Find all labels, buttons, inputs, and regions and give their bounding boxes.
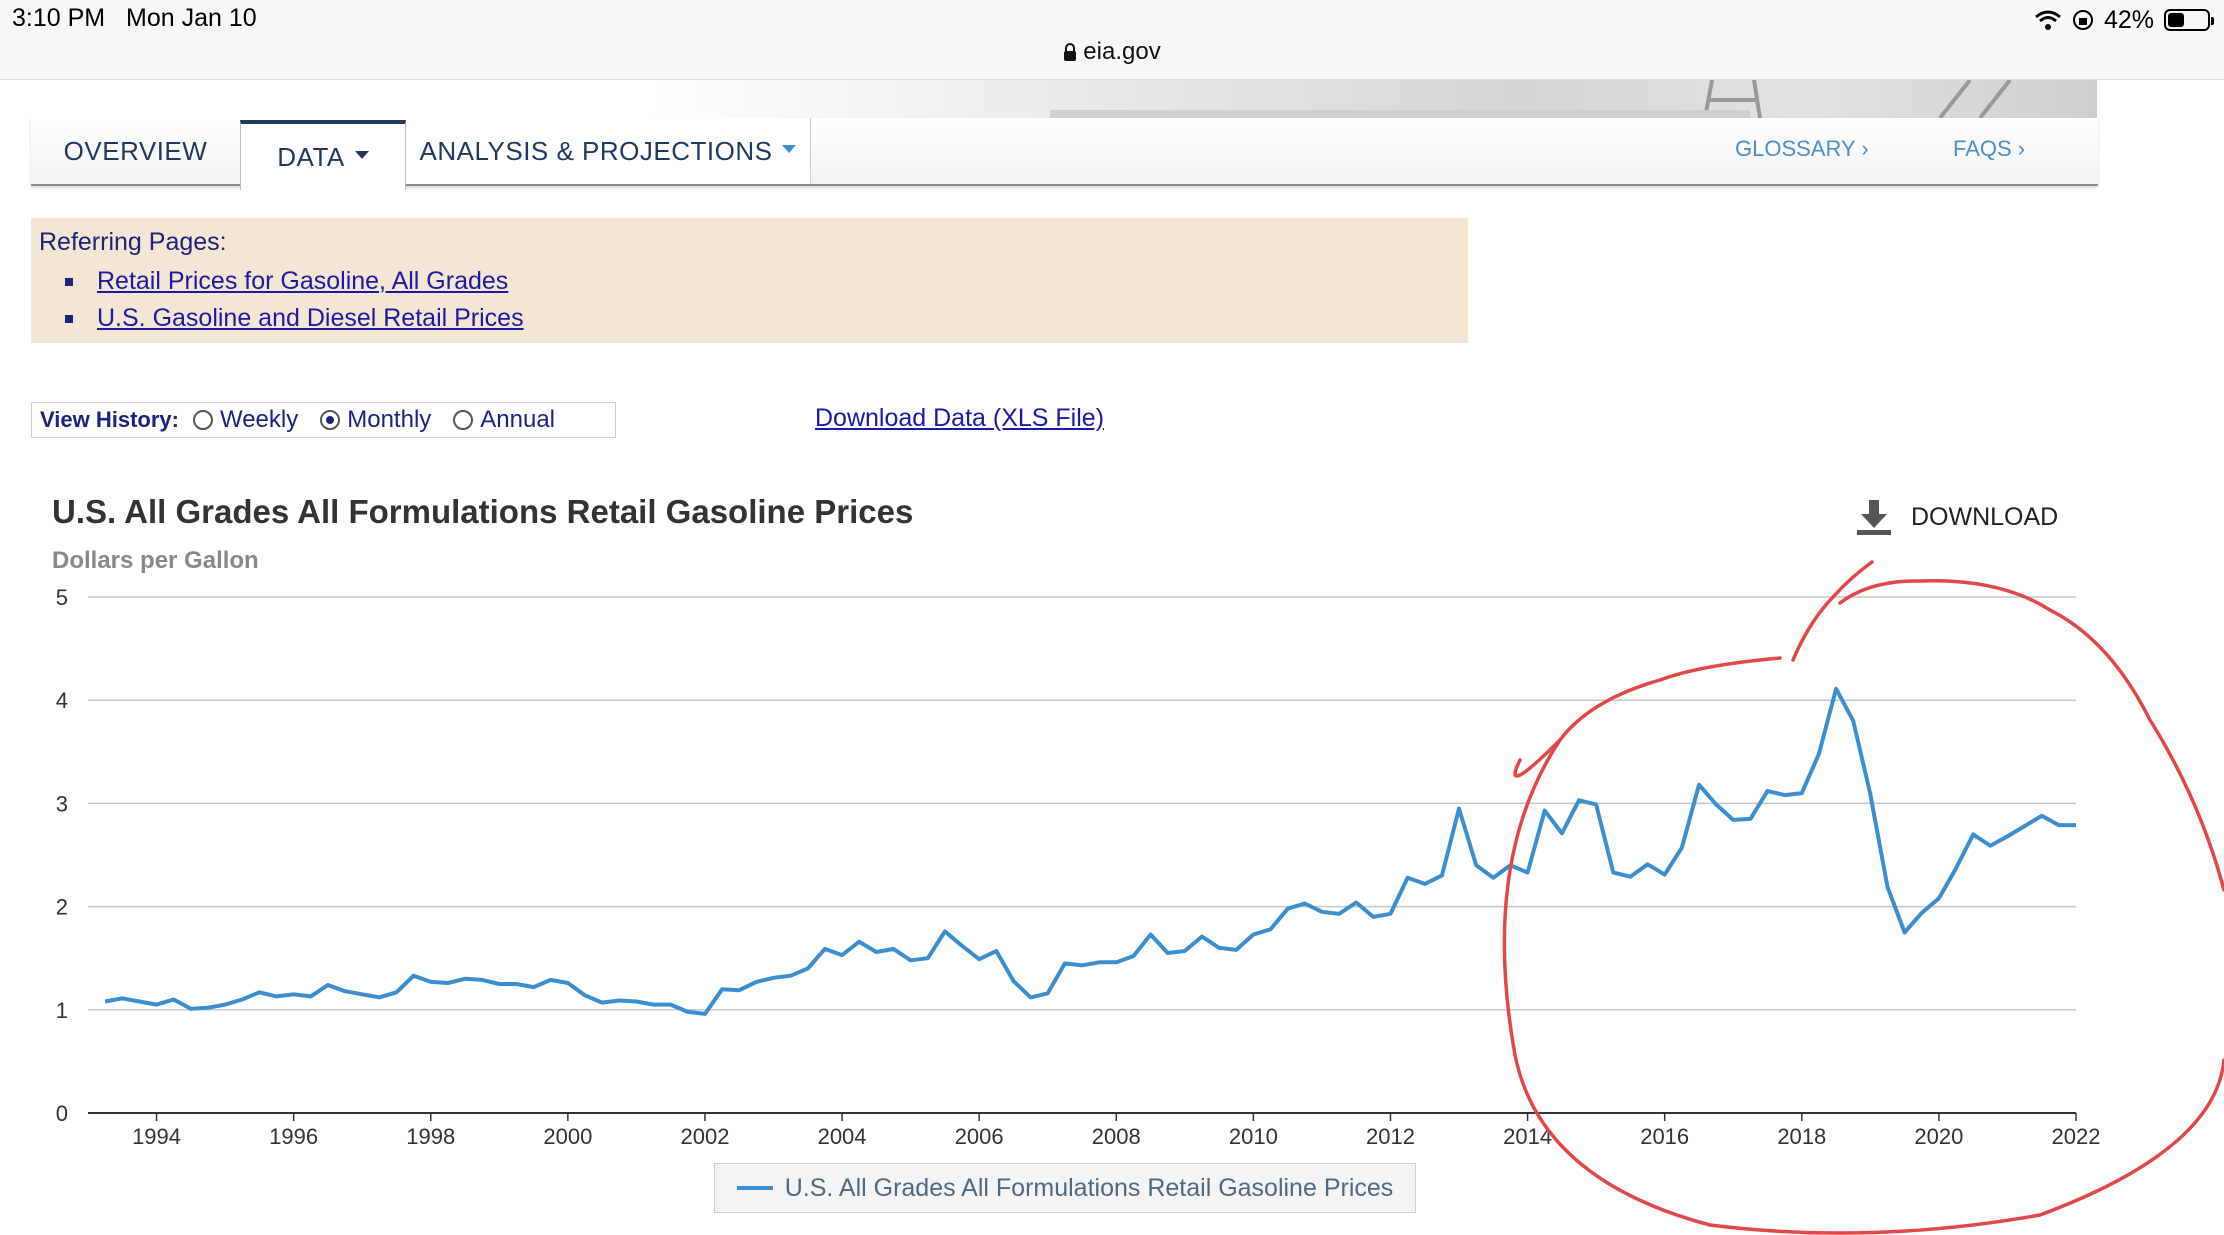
x-tick-label: 2008 bbox=[1092, 1124, 1141, 1149]
lock-icon bbox=[1064, 43, 1077, 61]
radio-label: Monthly bbox=[347, 406, 432, 433]
view-history-selector: View History: Weekly Monthly Annual bbox=[31, 402, 616, 438]
battery-fill bbox=[2168, 13, 2184, 27]
radio-monthly[interactable]: Monthly bbox=[320, 406, 431, 434]
x-tick-label: 1998 bbox=[406, 1124, 455, 1149]
download-icon bbox=[1857, 500, 1891, 535]
x-tick-label: 2018 bbox=[1777, 1124, 1826, 1149]
chevron-down-icon bbox=[782, 145, 797, 153]
chart-legend[interactable]: U.S. All Grades All Formulations Retail … bbox=[714, 1163, 1416, 1213]
url-text: eia.gov bbox=[1083, 38, 1161, 65]
y-tick-label: 1 bbox=[56, 998, 68, 1023]
y-tick-label: 4 bbox=[56, 688, 68, 713]
tab-overview[interactable]: OVERVIEW bbox=[31, 118, 240, 184]
x-tick-label: 2006 bbox=[955, 1124, 1004, 1149]
status-date: Mon Jan 10 bbox=[126, 4, 257, 32]
chart-title: U.S. All Grades All Formulations Retail … bbox=[52, 493, 914, 530]
referring-pages-title: Referring Pages: bbox=[39, 228, 227, 256]
orientation-lock-icon bbox=[2072, 10, 2093, 30]
tab-analysis-label: ANALYSIS & PROJECTIONS bbox=[419, 135, 773, 166]
status-indicators: 42% bbox=[2034, 4, 2214, 36]
x-tick-label: 2010 bbox=[1229, 1124, 1278, 1149]
faqs-link[interactable]: FAQS › bbox=[1953, 136, 2026, 161]
chart-download-button[interactable]: DOWNLOAD bbox=[1855, 498, 2058, 536]
status-time: 3:10 PM bbox=[12, 4, 106, 32]
radio-circle bbox=[192, 410, 213, 430]
annotation-circle bbox=[1502, 656, 2224, 1235]
radio-annual[interactable]: Annual bbox=[453, 406, 555, 434]
x-tick-label: 2016 bbox=[1640, 1124, 1689, 1149]
referring-link[interactable]: Retail Prices for Gasoline, All Grades bbox=[97, 267, 509, 295]
radio-circle-selected bbox=[320, 410, 341, 430]
radio-weekly[interactable]: Weekly bbox=[192, 406, 299, 434]
y-tick-label: 0 bbox=[56, 1101, 68, 1126]
battery-percent: 42% bbox=[2103, 5, 2154, 34]
tab-analysis-projections[interactable]: ANALYSIS & PROJECTIONS bbox=[406, 118, 811, 184]
radio-label: Weekly bbox=[219, 406, 299, 433]
list-item: U.S. Gasoline and Diesel Retail Prices bbox=[65, 300, 1468, 337]
header-banner-image bbox=[650, 80, 2097, 118]
chevron-down-icon bbox=[354, 151, 369, 159]
legend-swatch bbox=[736, 1186, 773, 1190]
referring-pages-list: Retail Prices for Gasoline, All Grades U… bbox=[39, 263, 1468, 337]
y-tick-label: 2 bbox=[56, 895, 68, 920]
referring-pages-box: Referring Pages: Retail Prices for Gasol… bbox=[31, 218, 1468, 343]
x-tick-label: 2014 bbox=[1503, 1124, 1552, 1149]
radio-circle bbox=[453, 410, 474, 430]
tab-data-label: DATA bbox=[277, 141, 345, 172]
radio-label: Annual bbox=[480, 406, 556, 433]
annotation-circle-upper bbox=[1791, 560, 2224, 892]
tab-overview-label: OVERVIEW bbox=[63, 135, 208, 166]
status-bar: 3:10 PM Mon Jan 10 eia.gov 42% bbox=[0, 0, 2224, 80]
x-tick-label: 2012 bbox=[1366, 1124, 1415, 1149]
wifi-icon bbox=[2034, 10, 2061, 30]
chart-y-units: Dollars per Gallon bbox=[52, 547, 259, 574]
legend-label: U.S. All Grades All Formulations Retail … bbox=[784, 1173, 1394, 1202]
x-tick-label: 2022 bbox=[2052, 1124, 2101, 1149]
x-tick-label: 2000 bbox=[543, 1124, 592, 1149]
banner-illustration bbox=[1050, 80, 2012, 118]
y-tick-label: 3 bbox=[56, 791, 68, 816]
referring-link[interactable]: U.S. Gasoline and Diesel Retail Prices bbox=[97, 304, 524, 332]
y-tick-label: 5 bbox=[56, 585, 68, 610]
download-xls-link[interactable]: Download Data (XLS File) bbox=[815, 404, 1105, 432]
download-label: DOWNLOAD bbox=[1911, 502, 2059, 531]
list-item: Retail Prices for Gasoline, All Grades bbox=[65, 263, 1468, 300]
x-tick-label: 2004 bbox=[818, 1124, 867, 1149]
x-tick-label: 2002 bbox=[680, 1124, 729, 1149]
main-nav: OVERVIEW DATA ANALYSIS & PROJECTIONS GLO… bbox=[31, 118, 2098, 190]
x-tick-label: 1994 bbox=[132, 1124, 181, 1149]
tab-data[interactable]: DATA bbox=[240, 120, 406, 190]
x-tick-label: 2020 bbox=[1914, 1124, 1963, 1149]
view-history-label: View History: bbox=[40, 407, 179, 432]
x-tick-label: 1996 bbox=[269, 1124, 318, 1149]
battery-icon bbox=[2164, 9, 2214, 31]
series-line[interactable] bbox=[104, 686, 2076, 1016]
address-bar[interactable]: eia.gov bbox=[0, 38, 2224, 66]
glossary-link[interactable]: GLOSSARY › bbox=[1735, 136, 1869, 161]
